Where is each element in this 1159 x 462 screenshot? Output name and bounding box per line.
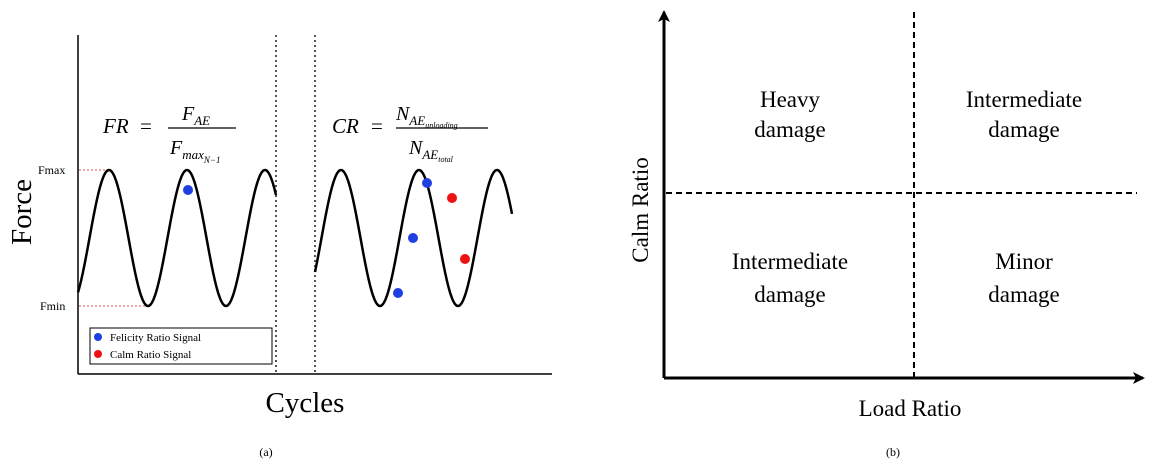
- legend-felicity-marker: [94, 333, 102, 341]
- quadrant-bottom-left-line2: damage: [754, 282, 826, 307]
- panel-a-x-axis-label: Cycles: [266, 387, 345, 419]
- quadrant-top-left-line2: damage: [754, 117, 826, 142]
- legend-calm-label: Calm Ratio Signal: [110, 349, 191, 361]
- legend: Felicity Ratio Signal Calm Ratio Signal: [89, 327, 273, 365]
- panel-a: Fmax Fmin FR = FAE FmaxN−1 CR = NAEunloa…: [6, 35, 552, 459]
- panel-b: Heavy damage Intermediate damage Interme…: [628, 10, 1145, 459]
- fr-denominator: FmaxN−1: [169, 137, 220, 165]
- felicity-signal-dot: [422, 178, 432, 188]
- cr-numerator: NAEunloading: [395, 103, 458, 130]
- cr-equals: =: [371, 114, 383, 138]
- quadrant-bottom-right-line2: damage: [988, 282, 1060, 307]
- legend-box: [89, 327, 273, 365]
- cr-lhs: CR: [332, 114, 359, 138]
- fr-equals: =: [140, 114, 152, 138]
- quadrant-bottom-left-line1: Intermediate: [732, 249, 848, 274]
- calm-signal-dot: [447, 193, 457, 203]
- legend-felicity-label: Felicity Ratio Signal: [110, 332, 201, 344]
- panel-a-y-axis-label: Force: [6, 179, 38, 245]
- quadrant-top-right-line1: Intermediate: [966, 87, 1082, 112]
- fr-lhs: FR: [102, 114, 129, 138]
- quadrant-top-left-line1: Heavy: [760, 87, 821, 112]
- quadrant-top-right-line2: damage: [988, 117, 1060, 142]
- panel-b-y-axis-label: Calm Ratio: [628, 157, 653, 262]
- calm-ratio-formula: CR = NAEunloading NAEtotal: [332, 103, 488, 164]
- felicity-signal-dot: [393, 288, 403, 298]
- panel-b-caption: (b): [886, 445, 900, 459]
- force-wave-right: [313, 168, 514, 308]
- fmax-label: Fmax: [38, 163, 65, 177]
- legend-calm-marker: [94, 350, 102, 358]
- force-wave-left: [76, 168, 278, 308]
- fmin-label: Fmin: [40, 299, 65, 313]
- panel-a-caption: (a): [259, 445, 272, 459]
- felicity-signal-dot: [408, 233, 418, 243]
- felicity-signal-dot: [183, 185, 193, 195]
- cr-denominator: NAEtotal: [408, 137, 454, 164]
- calm-signal-dot: [460, 254, 470, 264]
- quadrant-bottom-right-line1: Minor: [995, 249, 1053, 274]
- felicity-ratio-formula: FR = FAE FmaxN−1: [102, 103, 236, 165]
- panel-b-x-axis-label: Load Ratio: [859, 396, 962, 421]
- fr-numerator: FAE: [181, 103, 210, 128]
